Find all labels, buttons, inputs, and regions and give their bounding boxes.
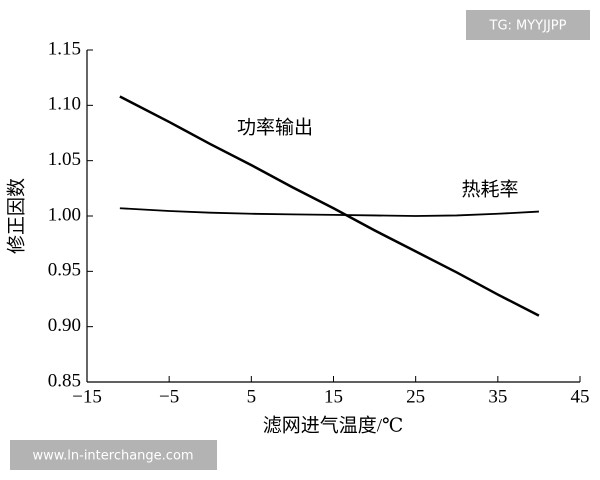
y-tick-label: 1.00 <box>48 204 81 225</box>
series-label: 功率输出 <box>237 117 313 139</box>
series-label: 热耗率 <box>461 179 518 201</box>
y-tick-label: 0.85 <box>48 370 81 391</box>
x-tick-label: 35 <box>488 386 507 407</box>
line <box>119 207 539 217</box>
y-tick-label: 0.95 <box>48 260 81 281</box>
x-tick-label: −5 <box>159 386 179 407</box>
x-tick-label: 15 <box>324 386 343 407</box>
y-tick-label: 1.15 <box>48 38 81 59</box>
watermark-box <box>466 10 590 40</box>
y-axis-label: 修正因数 <box>5 178 27 254</box>
y-tick-label: 1.10 <box>48 94 81 115</box>
x-tick-label: −15 <box>72 386 102 407</box>
line <box>119 95 540 317</box>
x-axis-label: 滤网进气温度/℃ <box>263 414 404 436</box>
x-tick-label: 5 <box>247 386 257 407</box>
x-tick-label: 25 <box>406 386 425 407</box>
watermark-box <box>10 440 217 470</box>
x-tick-label: 45 <box>571 386 590 407</box>
watermark: TG: MYYJJPP <box>489 19 567 34</box>
y-tick-label: 1.05 <box>48 149 81 170</box>
watermark: www.ln-interchange.com <box>32 449 193 464</box>
y-tick-label: 0.90 <box>48 315 81 336</box>
